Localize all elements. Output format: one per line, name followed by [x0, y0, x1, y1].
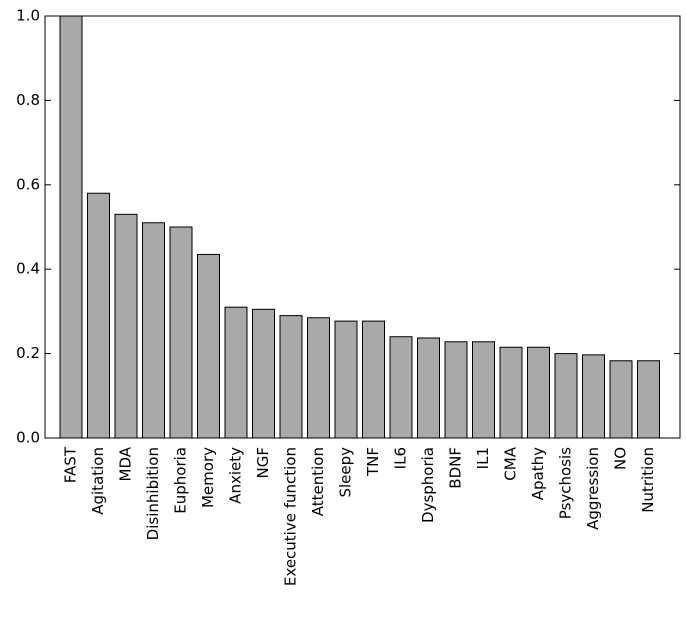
- x-tick-label: Agitation: [89, 447, 107, 515]
- bar: [279, 315, 303, 439]
- x-tick-label: IL6: [392, 447, 410, 469]
- y-tick-label: 0.0: [16, 429, 40, 447]
- bar: [389, 336, 413, 439]
- bar: [527, 346, 550, 439]
- x-tick-label: MDA: [117, 446, 135, 481]
- x-tick-label: Aggression: [584, 447, 602, 530]
- x-tick-label: Nutrition: [639, 447, 657, 513]
- bar: [252, 308, 275, 439]
- bar: [114, 213, 138, 439]
- x-tick-label: Executive function: [282, 447, 300, 586]
- x-tick-label: Attention: [309, 447, 327, 516]
- x-tick-label: Dysphoria: [419, 447, 437, 523]
- bar: [224, 306, 248, 439]
- bar: [59, 15, 83, 439]
- bar: [609, 360, 633, 439]
- x-tick-label: Sleepy: [337, 447, 355, 498]
- x-tick-label: IL1: [474, 447, 492, 469]
- x-tick-label: CMA: [502, 446, 520, 480]
- x-tick-label: Disinhibition: [144, 447, 162, 540]
- y-tick-label: 1.0: [16, 7, 40, 25]
- bar: [444, 341, 468, 439]
- y-tick-label: 0.2: [16, 344, 40, 362]
- x-tick-label: Anxiety: [227, 447, 245, 504]
- bar: [582, 354, 605, 439]
- bar: [554, 353, 578, 439]
- bar: [169, 226, 193, 439]
- x-tick-label: NGF: [254, 447, 272, 478]
- bar: [362, 320, 385, 439]
- bar: [637, 360, 660, 439]
- y-tick-label: 0.8: [16, 91, 40, 109]
- x-tick-label: TNF: [364, 447, 382, 477]
- bar: [87, 192, 110, 439]
- x-tick-label: BDNF: [447, 447, 465, 489]
- x-tick-label: Memory: [199, 447, 217, 508]
- bar: [499, 346, 523, 439]
- x-tick-label: Euphoria: [172, 447, 190, 514]
- x-tick-label: Psychosis: [557, 447, 575, 519]
- bar: [417, 337, 440, 439]
- y-tick-label: 0.4: [16, 260, 40, 278]
- x-tick-label: Apathy: [529, 447, 547, 500]
- plot-frame: [44, 15, 681, 439]
- x-tick-label: NO: [612, 447, 630, 470]
- x-tick-label: FAST: [62, 446, 80, 483]
- bar: [334, 320, 358, 439]
- bar: [472, 341, 495, 439]
- bar: [307, 317, 330, 439]
- bar: [142, 222, 165, 439]
- y-tick-label: 0.6: [16, 175, 40, 193]
- bar: [197, 253, 220, 439]
